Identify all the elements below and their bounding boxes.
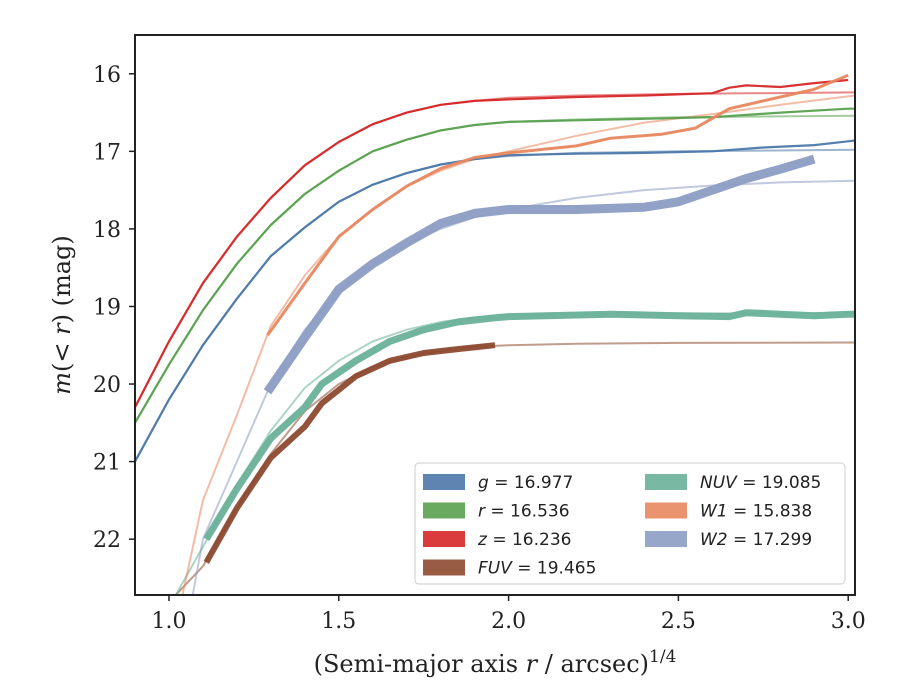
legend-band: z — [477, 530, 488, 550]
legend-swatch-w2 — [645, 531, 687, 547]
y-axis-title: m(< r) (mag) — [48, 235, 76, 395]
legend-value: = 16.236 — [487, 530, 572, 550]
legend-band: g — [478, 473, 489, 493]
legend-label-z: z = 16.236 — [477, 530, 571, 550]
y-tick-label: 18 — [93, 218, 121, 243]
legend-band: W2 — [700, 530, 728, 550]
legend-swatch-w1 — [645, 502, 687, 519]
x-axis-title-var: r — [526, 650, 539, 678]
legend-swatch-r — [423, 502, 465, 519]
legend-label-nuv: NUV = 19.085 — [700, 473, 821, 493]
legend-value: = 16.977 — [489, 473, 574, 493]
legend-swatch-nuv — [645, 474, 687, 490]
legend-band: FUV — [478, 559, 513, 579]
legend-band: r — [478, 502, 486, 522]
legend-swatch-z — [423, 531, 465, 547]
x-tick-label: 1.5 — [321, 609, 356, 634]
data-curve-w1 — [266, 73, 849, 337]
legend-label-fuv: FUV = 19.465 — [478, 559, 596, 579]
legend-value: = 19.085 — [737, 473, 822, 493]
x-axis-title-suffix: / arcsec) — [537, 650, 649, 678]
y-axis-title-mid2: ) (mag) — [48, 235, 76, 323]
x-axis-title: (Semi-major axis r / arcsec)1/4 — [314, 647, 677, 678]
legend-label-r: r = 16.536 — [478, 502, 570, 522]
data-curve-r — [135, 107, 855, 424]
legend-value: = 16.536 — [485, 502, 570, 522]
legend-band: NUV — [700, 473, 738, 493]
plot-frame — [134, 34, 856, 596]
legend-value: = 19.465 — [512, 559, 597, 579]
x-axis-title-exponent: 1/4 — [649, 647, 676, 667]
y-axis-title-mid1: (< — [48, 335, 76, 372]
y-axis-ticks: 16 17 18 19 20 21 22 — [93, 63, 135, 553]
legend-label-g: g = 16.977 — [478, 473, 573, 493]
y-tick-label: 16 — [93, 63, 121, 88]
legend-value: = 17.299 — [728, 530, 813, 550]
data-curve-nuv — [203, 309, 855, 542]
legend-box — [414, 462, 846, 585]
x-axis-ticks: 1.0 1.5 2.0 2.5 3.0 — [151, 595, 866, 634]
y-tick-label: 20 — [93, 373, 121, 398]
data-curve-w2 — [263, 154, 816, 395]
data-curve-z — [135, 78, 849, 408]
data-curve-g — [135, 139, 855, 463]
y-tick-label: 19 — [93, 295, 121, 320]
y-axis-title-var2: r — [48, 322, 76, 335]
y-axis-title-var1: m — [48, 372, 76, 395]
legend-swatch-fuv — [423, 559, 465, 576]
y-tick-label: 22 — [93, 528, 121, 553]
legend-swatch-g — [423, 474, 465, 490]
legend-label-w1: W1 = 15.838 — [700, 502, 812, 522]
y-tick-label: 17 — [93, 140, 121, 165]
x-tick-label: 2.5 — [661, 609, 696, 634]
x-tick-label: 3.0 — [831, 609, 866, 634]
x-axis-title-prefix: (Semi-major axis — [314, 650, 526, 678]
legend-band: W1 — [700, 502, 728, 522]
x-tick-label: 1.0 — [151, 609, 186, 634]
x-tick-label: 2.0 — [491, 609, 526, 634]
y-tick-label: 21 — [93, 451, 121, 476]
data-curves — [135, 73, 855, 564]
legend-label-w2: W2 = 17.299 — [700, 530, 812, 550]
legend-value: = 15.838 — [728, 502, 813, 522]
data-curve-fuv — [203, 342, 496, 564]
